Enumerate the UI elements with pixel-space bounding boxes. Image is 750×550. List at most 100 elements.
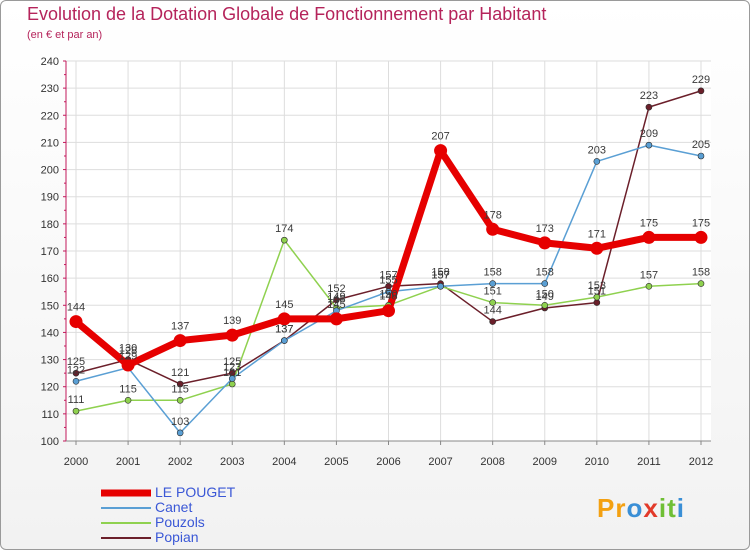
x-tick-label: 2006 bbox=[376, 456, 400, 468]
y-tick-label: 180 bbox=[41, 219, 59, 231]
data-label: 158 bbox=[483, 267, 501, 279]
legend-swatch bbox=[101, 506, 151, 509]
y-tick-label: 140 bbox=[41, 327, 59, 339]
logo-letter: o bbox=[626, 493, 644, 523]
data-label: 153 bbox=[588, 280, 606, 292]
data-label: 205 bbox=[692, 139, 710, 151]
data-label: 125 bbox=[67, 356, 85, 368]
chart-subtitle: (en € et par an) bbox=[27, 29, 103, 41]
data-point-le-pouget bbox=[434, 144, 448, 158]
data-label: 115 bbox=[119, 383, 137, 395]
data-label: 125 bbox=[223, 356, 241, 368]
data-label: 157 bbox=[431, 269, 449, 281]
y-tick-label: 220 bbox=[41, 110, 59, 122]
data-point-le-pouget bbox=[694, 230, 708, 244]
legend-label: Popian bbox=[155, 529, 199, 545]
data-point-le-pouget bbox=[329, 312, 343, 326]
y-tick-label: 150 bbox=[41, 300, 59, 312]
proxiti-logo: Proxiti bbox=[597, 493, 685, 524]
data-label: 137 bbox=[275, 324, 293, 336]
data-point-popian bbox=[645, 103, 653, 111]
x-tick-label: 2005 bbox=[324, 456, 348, 468]
data-point-pouzols bbox=[228, 380, 236, 388]
data-label: 121 bbox=[223, 367, 241, 379]
data-point-canet bbox=[437, 282, 444, 290]
data-point-popian bbox=[697, 87, 705, 95]
data-label: 103 bbox=[171, 416, 189, 428]
data-point-canet bbox=[645, 141, 653, 149]
data-label: 157 bbox=[431, 269, 449, 281]
logo-letter: P bbox=[597, 493, 616, 523]
data-label: 145 bbox=[327, 299, 345, 311]
data-label: 178 bbox=[483, 209, 501, 221]
y-tick-label: 240 bbox=[41, 56, 59, 68]
logo-letter: i bbox=[676, 493, 685, 523]
data-point-pouzols bbox=[281, 236, 288, 244]
x-tick-label: 2008 bbox=[480, 456, 504, 468]
data-label: 148 bbox=[379, 291, 397, 303]
data-point-pouzols bbox=[72, 407, 80, 415]
legend-label: LE POUGET bbox=[155, 484, 236, 500]
x-tick-label: 2007 bbox=[428, 456, 452, 468]
data-label: 115 bbox=[171, 383, 189, 395]
data-label: 174 bbox=[275, 223, 293, 235]
data-point-canet bbox=[176, 429, 184, 437]
x-tick-label: 2012 bbox=[689, 456, 713, 468]
logo-letter: t bbox=[667, 493, 677, 523]
y-tick-label: 210 bbox=[41, 137, 59, 149]
data-point-canet bbox=[541, 280, 549, 287]
data-label: 155 bbox=[379, 275, 397, 287]
data-label: 145 bbox=[275, 299, 293, 311]
y-tick-label: 160 bbox=[41, 273, 59, 285]
data-label: 128 bbox=[119, 345, 137, 357]
x-tick-label: 2004 bbox=[272, 456, 296, 468]
logo-letter: r bbox=[615, 493, 627, 523]
data-point-popian bbox=[176, 380, 184, 388]
data-label: 149 bbox=[327, 291, 345, 303]
data-label: 229 bbox=[692, 74, 710, 86]
y-tick-label: 130 bbox=[41, 355, 59, 367]
data-point-le-pouget bbox=[173, 334, 187, 348]
data-point-le-pouget bbox=[225, 328, 239, 342]
data-label: 149 bbox=[536, 291, 554, 303]
data-label: 171 bbox=[588, 228, 606, 240]
data-label: 148 bbox=[327, 294, 345, 306]
data-point-pouzols bbox=[489, 299, 496, 306]
data-label: 121 bbox=[171, 367, 189, 379]
data-point-pouzols bbox=[593, 293, 601, 301]
data-label: 203 bbox=[588, 144, 606, 156]
data-point-canet bbox=[489, 280, 496, 287]
logo-letter: i bbox=[658, 493, 668, 523]
data-label: 152 bbox=[327, 283, 345, 295]
data-label: 157 bbox=[640, 269, 658, 281]
y-tick-label: 100 bbox=[41, 436, 59, 448]
data-point-popian bbox=[333, 296, 340, 304]
legend-swatch bbox=[101, 521, 151, 524]
data-point-pouzols bbox=[697, 280, 705, 287]
data-label: 158 bbox=[692, 267, 710, 279]
y-tick-label: 190 bbox=[41, 192, 59, 204]
data-label: 151 bbox=[588, 286, 606, 298]
data-label: 139 bbox=[223, 315, 241, 327]
data-label: 123 bbox=[223, 362, 241, 374]
data-point-canet bbox=[697, 152, 705, 160]
y-tick-label: 170 bbox=[41, 246, 59, 258]
data-label: 150 bbox=[379, 288, 397, 300]
data-label: 223 bbox=[640, 90, 658, 102]
x-tick-label: 2011 bbox=[637, 456, 661, 468]
data-point-le-pouget bbox=[277, 312, 291, 326]
x-tick-label: 2003 bbox=[220, 456, 244, 468]
data-point-canet bbox=[72, 377, 80, 385]
data-label: 130 bbox=[119, 343, 137, 355]
data-point-pouzols bbox=[124, 396, 132, 404]
data-point-pouzols bbox=[645, 282, 653, 290]
chart-title: Evolution de la Dotation Globale de Fonc… bbox=[27, 4, 547, 24]
data-label: 157 bbox=[379, 269, 397, 281]
data-point-canet bbox=[593, 158, 601, 165]
y-tick-label: 120 bbox=[41, 382, 59, 394]
data-point-le-pouget bbox=[382, 304, 395, 318]
y-tick-label: 110 bbox=[41, 409, 59, 421]
legend-label: Pouzols bbox=[155, 514, 205, 530]
legend-label: Canet bbox=[155, 499, 193, 515]
